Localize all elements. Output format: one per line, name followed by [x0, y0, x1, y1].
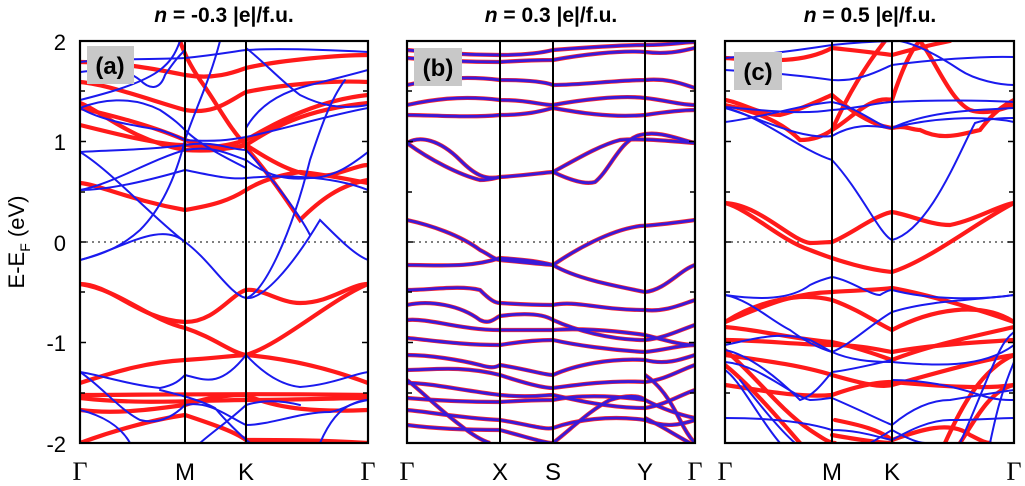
panel-a-label-box	[87, 46, 134, 84]
panel-a-title: n = -0.3 |e|/f.u.	[154, 4, 294, 27]
svg-text:1: 1	[54, 130, 66, 155]
panel-c-title: n = 0.5 |e|/f.u.	[804, 4, 937, 27]
svg-text:X: X	[492, 459, 508, 486]
kpoint-labels-b: Γ X S Y Γ	[399, 457, 702, 486]
panel-c-label: (c)	[743, 59, 772, 86]
y-tick-labels: 2 1 0 -1 -2	[46, 30, 66, 457]
panel-b-label: (b)	[423, 55, 454, 82]
svg-text:-2: -2	[46, 432, 66, 457]
svg-text:Γ: Γ	[717, 457, 732, 486]
svg-text:Γ: Γ	[72, 457, 87, 486]
panel-b: (b)	[405, 39, 697, 445]
panel-c: (c)	[723, 39, 1016, 445]
panel-a-label: (a)	[95, 53, 124, 80]
svg-text:Y: Y	[637, 459, 653, 486]
svg-text:E-EF (eV): E-EF (eV)	[4, 196, 33, 289]
svg-text:K: K	[238, 459, 254, 486]
svg-text:2: 2	[54, 30, 66, 55]
panel-c-label-box	[734, 52, 782, 90]
svg-text:Γ: Γ	[399, 457, 414, 486]
svg-text:M: M	[175, 459, 195, 486]
svg-text:Γ: Γ	[360, 457, 375, 486]
panel-a: (a)	[78, 39, 370, 445]
panel-b-label-box	[414, 48, 462, 86]
svg-text:0: 0	[54, 231, 66, 256]
svg-text:S: S	[545, 459, 561, 486]
kpoint-labels-a: Γ M K Γ	[72, 457, 375, 486]
svg-text:K: K	[884, 459, 900, 486]
svg-text:Γ: Γ	[687, 457, 702, 486]
kpoint-labels-c: Γ M K Γ	[717, 457, 1021, 486]
svg-text:Γ: Γ	[1006, 457, 1021, 486]
y-axis-label: E-EF (eV)	[4, 196, 33, 289]
svg-text:-1: -1	[46, 331, 66, 356]
panel-b-title: n = 0.3 |e|/f.u.	[485, 4, 618, 27]
svg-text:M: M	[822, 459, 842, 486]
